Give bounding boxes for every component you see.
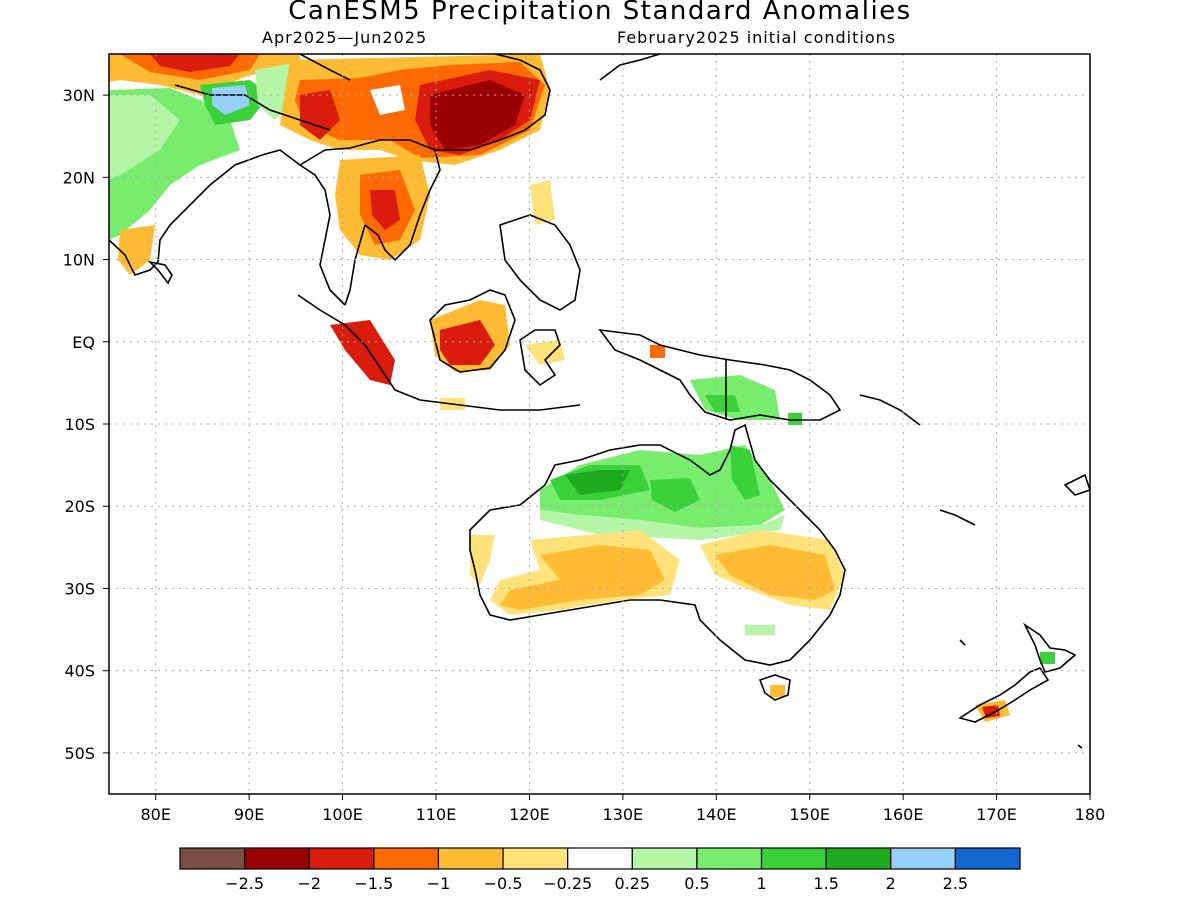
- lon-tick-label: 170E: [976, 805, 1017, 824]
- lon-tick-label: 150E: [789, 805, 830, 824]
- colorbar-label: −1.5: [354, 874, 393, 893]
- lon-tick-label: 160E: [883, 805, 924, 824]
- colorbar-swatch: [631, 847, 698, 870]
- lon-tick-label: 130E: [603, 805, 644, 824]
- colorbar-swatch: [954, 847, 1021, 870]
- colorbar-label: −2: [297, 874, 321, 893]
- longitude-axis: 80E 90E 100E 110E 120E 130E 140E 150E 160E 170E 18…: [140, 794, 1105, 824]
- lon-tick-label: 140E: [696, 805, 737, 824]
- colorbar-swatch: [308, 847, 375, 870]
- colorbar-label: −2.5: [225, 874, 264, 893]
- lat-tick-label: 10S: [64, 415, 95, 434]
- colorbar: −2.5 −2 −1.5 −1 −0.5 −0.25 0.25 0.5 1 1.5 2 2.5: [179, 847, 1021, 893]
- lat-tick-label: EQ: [72, 333, 95, 352]
- latitude-axis: 30N 20N 10N EQ 10S 20S 30S 40S 50S: [63, 86, 109, 763]
- anomaly-field: [109, 54, 1055, 722]
- lat-tick-label: 20N: [63, 168, 95, 187]
- initial-conditions: February2025 initial conditions: [617, 28, 897, 47]
- lon-tick-label: 180: [1075, 805, 1106, 824]
- coastlines: [109, 54, 1090, 749]
- lat-tick-label: 30S: [64, 579, 95, 598]
- colorbar-label: 1: [756, 874, 766, 893]
- colorbar-swatch: [825, 847, 892, 870]
- colorbar-label: −0.5: [484, 874, 523, 893]
- lon-tick-label: 120E: [509, 805, 550, 824]
- lat-tick-label: 30N: [63, 86, 95, 105]
- colorbar-label: 1.5: [813, 874, 838, 893]
- lon-tick-label: 80E: [140, 805, 170, 824]
- colorbar-swatch: [760, 847, 827, 870]
- colorbar-swatch: [567, 847, 633, 870]
- colorbar-swatch: [179, 847, 246, 870]
- colorbar-label: 0.25: [614, 874, 650, 893]
- colorbar-swatch: [696, 847, 763, 870]
- colorbar-swatch: [244, 847, 310, 870]
- colorbar-swatch: [890, 847, 956, 870]
- lat-tick-label: 40S: [64, 662, 95, 681]
- lon-tick-label: 90E: [234, 805, 264, 824]
- colorbar-label: 2: [886, 874, 896, 893]
- lat-tick-label: 10N: [63, 251, 95, 270]
- colorbar-label: 0.5: [684, 874, 709, 893]
- colorbar-swatch: [502, 847, 569, 870]
- colorbar-swatch: [373, 847, 440, 870]
- colorbar-label: −0.25: [543, 874, 592, 893]
- lon-tick-label: 110E: [416, 805, 457, 824]
- lat-tick-label: 50S: [64, 744, 95, 763]
- gridlines: [109, 54, 1090, 794]
- colorbar-label: −1: [427, 874, 451, 893]
- lat-tick-label: 20S: [64, 497, 95, 516]
- forecast-period: Apr2025—Jun2025: [262, 28, 428, 47]
- lon-tick-label: 100E: [322, 805, 363, 824]
- colorbar-label: 2.5: [943, 874, 968, 893]
- map-title: CanESM5 Precipitation Standard Anomalies: [288, 0, 912, 26]
- colorbar-swatch: [437, 847, 504, 870]
